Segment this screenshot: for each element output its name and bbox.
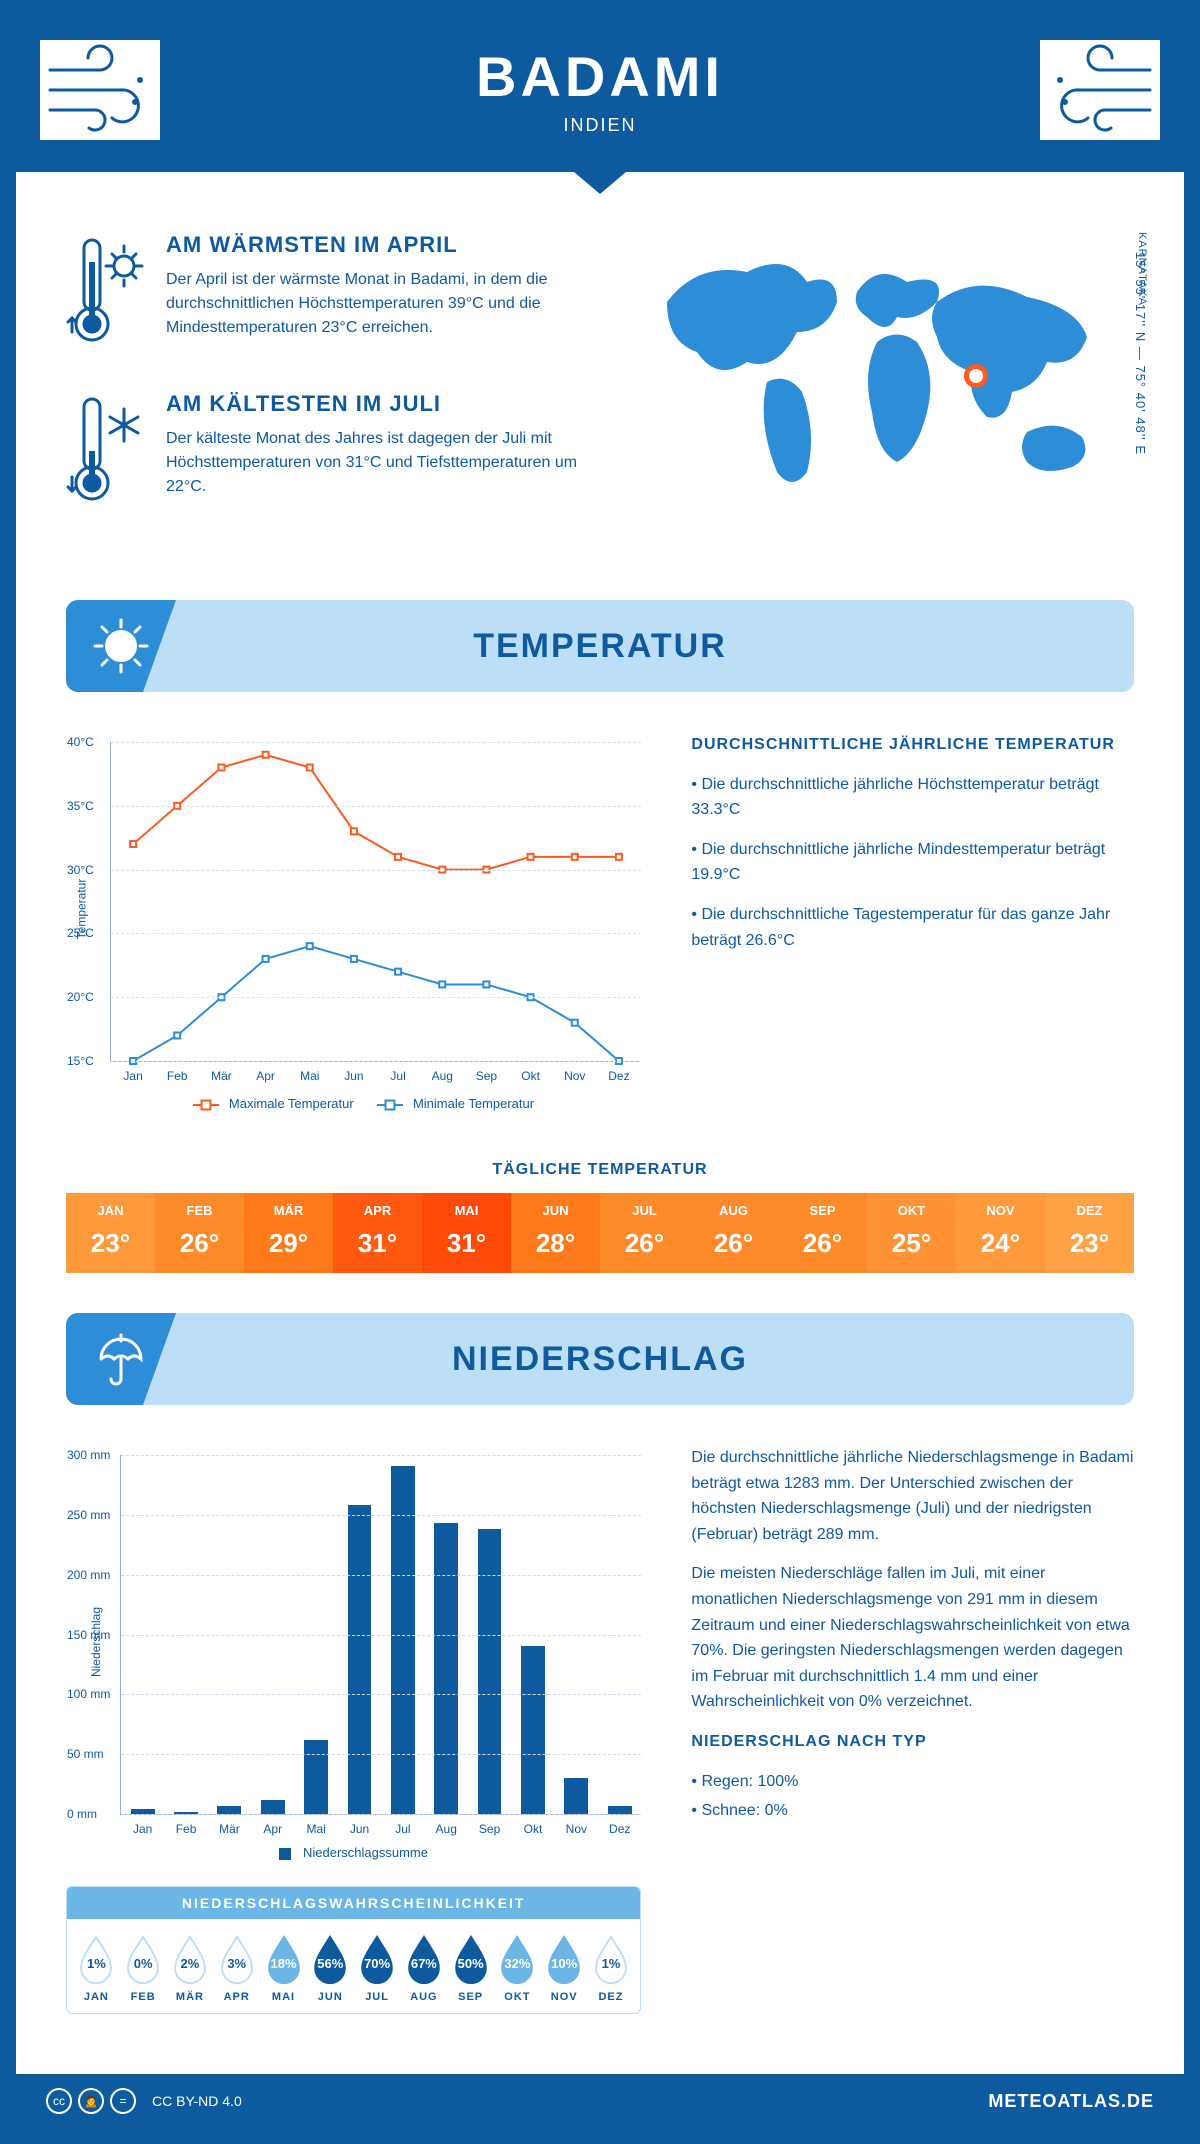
drop-cell: 1%DEZ	[588, 1933, 635, 2003]
bar	[217, 1806, 241, 1814]
fact-warm: AM WÄRMSTEN IM APRIL Der April ist der w…	[66, 232, 580, 357]
drop-cell: 50%SEP	[447, 1933, 494, 2003]
bar	[304, 1740, 328, 1814]
temp-bullet-2: • Die durchschnittliche jährliche Mindes…	[691, 837, 1134, 888]
strip-cell: JUN28°	[511, 1193, 600, 1273]
city-title: BADAMI	[16, 44, 1184, 109]
temp-bullet-3: • Die durchschnittliche Tagestemperatur …	[691, 902, 1134, 953]
bar	[434, 1523, 458, 1814]
license-text: CC BY-ND 4.0	[152, 2093, 242, 2109]
probability-title: NIEDERSCHLAGSWAHRSCHEINLICHKEIT	[67, 1887, 640, 1919]
section-title-temperature: TEMPERATUR	[473, 627, 727, 666]
daily-temp-strip: JAN23°FEB26°MÄR29°APR31°MAI31°JUN28°JUL2…	[66, 1193, 1134, 1273]
footer-site: METEOATLAS.DE	[988, 2091, 1154, 2112]
strip-cell: SEP26°	[778, 1193, 867, 1273]
footer: cc 🙍 = CC BY-ND 4.0 METEOATLAS.DE	[16, 2074, 1184, 2128]
drop-cell: 10%NOV	[541, 1933, 588, 2003]
bar	[391, 1466, 415, 1814]
by-icon: 🙍	[78, 2088, 104, 2114]
strip-cell: MÄR29°	[244, 1193, 333, 1273]
location-marker	[964, 364, 988, 388]
drop-cell: 56%JUN	[307, 1933, 354, 2003]
strip-cell: FEB26°	[155, 1193, 244, 1273]
license-block: cc 🙍 = CC BY-ND 4.0	[46, 2088, 242, 2114]
umbrella-icon	[66, 1313, 176, 1405]
temp-text-title: DURCHSCHNITTLICHE JÄHRLICHE TEMPERATUR	[691, 732, 1134, 758]
legend-label-precip: Niederschlagssumme	[303, 1845, 428, 1860]
drop-cell: 0%FEB	[120, 1933, 167, 2003]
coordinates-label: 15° 55' 17'' N — 75° 40' 48'' E	[1133, 252, 1148, 455]
thermometer-cold-icon	[66, 391, 146, 516]
precip-chart-legend: Niederschlagssumme	[66, 1845, 641, 1860]
precip-chart-ylabel: Niederschlag	[89, 1606, 103, 1676]
bar	[478, 1529, 502, 1814]
drop-cell: 1%JAN	[73, 1933, 120, 2003]
strip-cell: JUL26°	[600, 1193, 689, 1273]
bar	[348, 1505, 372, 1814]
precip-type-title: NIEDERSCHLAG NACH TYP	[691, 1729, 1134, 1755]
strip-cell: JAN23°	[66, 1193, 155, 1273]
precip-content: Niederschlag 0 mm50 mm100 mm150 mm200 mm…	[16, 1425, 1184, 2044]
wind-icon-left	[40, 40, 160, 140]
temperature-content: Temperatur 15°C20°C25°C30°C35°C40°CJanFe…	[16, 712, 1184, 1141]
strip-cell: NOV24°	[956, 1193, 1045, 1273]
drop-cell: 70%JUL	[354, 1933, 401, 2003]
temperature-line-chart: Temperatur 15°C20°C25°C30°C35°C40°CJanFe…	[110, 742, 641, 1062]
drop-cell: 2%MÄR	[167, 1933, 214, 2003]
precip-type-snow: • Schnee: 0%	[691, 1798, 1134, 1824]
legend-label-max: Maximale Temperatur	[229, 1096, 354, 1111]
fact-cold: AM KÄLTESTEN IM JULI Der kälteste Monat …	[66, 391, 580, 516]
section-title-precip: NIEDERSCHLAG	[452, 1340, 748, 1379]
section-banner-precip: NIEDERSCHLAG	[66, 1313, 1134, 1405]
nd-icon: =	[110, 2088, 136, 2114]
precip-para-1: Die durchschnittliche jährliche Niedersc…	[691, 1445, 1134, 1547]
strip-cell: AUG26°	[689, 1193, 778, 1273]
bar	[521, 1646, 545, 1814]
strip-cell: APR31°	[333, 1193, 422, 1273]
bar	[261, 1800, 285, 1814]
strip-cell: DEZ23°	[1045, 1193, 1134, 1273]
bar	[608, 1806, 632, 1814]
thermometer-hot-icon	[66, 232, 146, 357]
fact-cold-text: Der kälteste Monat des Jahres ist dagege…	[166, 427, 580, 499]
fact-cold-title: AM KÄLTESTEN IM JULI	[166, 391, 580, 417]
drop-cell: 18%MAI	[260, 1933, 307, 2003]
drop-cell: 67%AUG	[400, 1933, 447, 2003]
legend-label-min: Minimale Temperatur	[413, 1096, 534, 1111]
sun-icon	[66, 600, 176, 692]
legend-swatch-max	[193, 1104, 219, 1106]
precip-type-rain: • Regen: 100%	[691, 1769, 1134, 1795]
precip-bar-chart: Niederschlag 0 mm50 mm100 mm150 mm200 mm…	[120, 1455, 641, 1815]
fact-warm-text: Der April ist der wärmste Monat in Badam…	[166, 268, 580, 340]
world-map	[620, 232, 1134, 512]
infographic-frame: BADAMI INDIEN AM WÄRMSTEN IM APRIL Der A…	[0, 0, 1200, 2144]
strip-cell: OKT25°	[867, 1193, 956, 1273]
intro-section: AM WÄRMSTEN IM APRIL Der April ist der w…	[16, 172, 1184, 580]
drop-cell: 32%OKT	[494, 1933, 541, 2003]
wind-icon-right	[1040, 40, 1160, 140]
section-banner-temperature: TEMPERATUR	[66, 600, 1134, 692]
bar	[564, 1778, 588, 1814]
legend-swatch-min	[377, 1104, 403, 1106]
country-subtitle: INDIEN	[16, 115, 1184, 136]
drop-cell: 3%APR	[213, 1933, 260, 2003]
legend-swatch-precip	[279, 1848, 291, 1860]
fact-warm-title: AM WÄRMSTEN IM APRIL	[166, 232, 580, 258]
cc-icon: cc	[46, 2088, 72, 2114]
probability-box: NIEDERSCHLAGSWAHRSCHEINLICHKEIT 1%JAN0%F…	[66, 1886, 641, 2014]
daily-temp-title: TÄGLICHE TEMPERATUR	[16, 1161, 1184, 1179]
strip-cell: MAI31°	[422, 1193, 511, 1273]
probability-drops: 1%JAN0%FEB2%MÄR3%APR18%MAI56%JUN70%JUL67…	[67, 1919, 640, 2013]
precip-para-2: Die meisten Niederschläge fallen im Juli…	[691, 1561, 1134, 1715]
temp-bullet-1: • Die durchschnittliche jährliche Höchst…	[691, 772, 1134, 823]
header: BADAMI INDIEN	[16, 16, 1184, 172]
temp-chart-legend: Maximale Temperatur Minimale Temperatur	[66, 1096, 641, 1111]
